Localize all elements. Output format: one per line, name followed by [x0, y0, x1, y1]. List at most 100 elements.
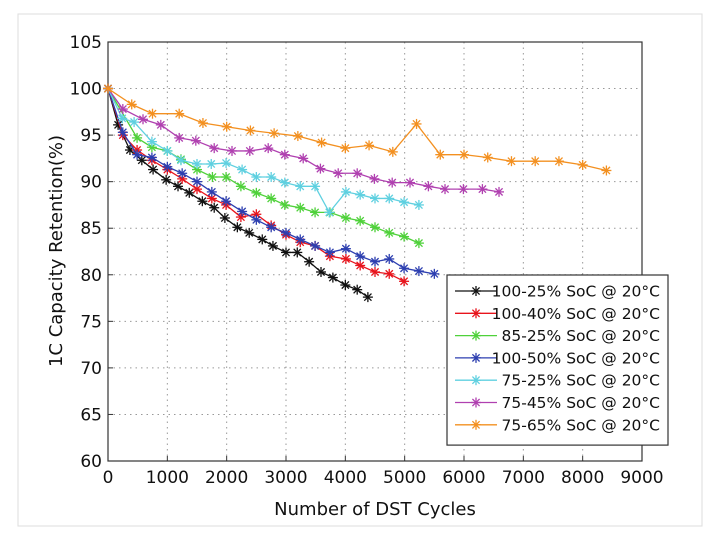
legend-entry: 100-25% SoC @ 20°C	[455, 283, 660, 301]
series-group	[103, 83, 612, 303]
data-point	[324, 247, 335, 258]
x-tick-label: 2000	[205, 468, 248, 488]
data-point	[146, 136, 157, 147]
data-point	[364, 140, 375, 151]
data-point	[174, 132, 185, 143]
legend-label: 85-25% SoC @ 20°C	[502, 327, 661, 345]
data-point	[257, 234, 268, 245]
legend-marker	[471, 375, 481, 386]
data-point	[295, 202, 306, 213]
data-point	[315, 163, 326, 174]
data-point	[370, 256, 380, 267]
data-point	[429, 268, 440, 279]
data-point	[362, 292, 373, 303]
x-tick-label: 1000	[146, 468, 189, 488]
data-point	[197, 196, 208, 207]
x-tick-label: 5000	[383, 468, 426, 488]
data-point	[266, 193, 277, 204]
data-point	[310, 207, 321, 218]
data-point	[263, 143, 274, 154]
data-point	[340, 253, 351, 264]
data-point	[399, 197, 410, 208]
legend-label: 75-45% SoC @ 20°C	[502, 394, 661, 412]
data-point	[292, 131, 303, 142]
data-point	[553, 156, 564, 167]
data-point	[209, 202, 220, 213]
series-line	[107, 88, 420, 214]
data-point	[413, 199, 424, 210]
data-point	[370, 266, 380, 277]
legend-entry: 100-50% SoC @ 20°C	[455, 349, 660, 367]
data-point	[399, 263, 410, 274]
data-point	[459, 149, 469, 160]
legend-label: 75-65% SoC @ 20°C	[502, 416, 661, 434]
data-point	[155, 119, 166, 130]
data-point	[458, 184, 469, 195]
y-tick-label: 60	[80, 452, 102, 472]
legend-entry: 85-25% SoC @ 20°C	[455, 327, 660, 345]
y-tick-label: 75	[80, 312, 102, 332]
data-point	[298, 153, 309, 164]
data-point	[132, 149, 143, 160]
legend-entry: 75-45% SoC @ 20°C	[455, 394, 660, 412]
data-point	[355, 251, 366, 262]
data-point	[355, 189, 366, 200]
data-point	[161, 174, 172, 185]
data-point	[221, 196, 232, 207]
data-point	[333, 168, 344, 179]
series-6	[103, 83, 612, 176]
series-0	[103, 83, 373, 303]
data-point	[138, 114, 149, 125]
data-point	[117, 113, 128, 124]
data-point	[384, 268, 395, 279]
legend-marker	[471, 286, 481, 296]
y-axis-label: 1C Capacity Retention(%)	[46, 135, 67, 367]
series-4	[103, 83, 424, 218]
data-point	[369, 173, 380, 184]
data-point	[148, 164, 159, 175]
data-point	[162, 145, 173, 156]
data-point	[177, 168, 188, 179]
data-point	[477, 184, 488, 195]
data-point	[340, 143, 351, 154]
data-point	[413, 238, 424, 249]
data-point	[324, 207, 335, 218]
data-point	[413, 266, 424, 277]
data-point	[279, 199, 290, 210]
legend-marker	[471, 419, 481, 430]
data-point	[601, 165, 612, 176]
data-point	[279, 149, 290, 160]
data-point	[190, 135, 201, 146]
ticks: 0 1000 2000 3000 4000 5000 6000 7000 8000 9000 60 6…	[70, 33, 664, 488]
data-point	[370, 222, 380, 233]
data-point	[175, 155, 186, 166]
x-tick-label: 3000	[264, 468, 307, 488]
data-point	[269, 128, 280, 139]
data-point	[292, 247, 303, 258]
data-point	[192, 184, 202, 195]
data-point	[117, 127, 128, 138]
data-point	[370, 193, 380, 204]
y-tick-label: 90	[80, 173, 102, 193]
legend-label: 75-25% SoC @ 20°C	[502, 372, 661, 390]
plot-frame	[107, 41, 643, 462]
legend: 100-25% SoC @ 20°C 100-40% SoC @ 20°C 85-2…	[446, 274, 669, 446]
y-tick-label: 65	[80, 405, 102, 425]
legend-label: 100-25% SoC @ 20°C	[492, 283, 660, 301]
data-point	[237, 164, 248, 175]
data-point	[384, 193, 395, 204]
x-tick-label: 6000	[442, 468, 485, 488]
data-point	[355, 215, 366, 226]
y-tick-label: 70	[80, 359, 102, 379]
legend-label: 100-50% SoC @ 20°C	[492, 349, 660, 367]
data-point	[206, 158, 217, 169]
data-point	[384, 227, 395, 238]
data-point	[221, 172, 232, 183]
data-point	[192, 158, 202, 169]
data-point	[206, 186, 217, 197]
x-axis-label: Number of DST Cycles	[274, 499, 476, 520]
data-point	[387, 177, 398, 188]
series-line	[107, 88, 607, 172]
data-point	[281, 247, 291, 258]
y-tick-label: 105	[70, 33, 102, 53]
